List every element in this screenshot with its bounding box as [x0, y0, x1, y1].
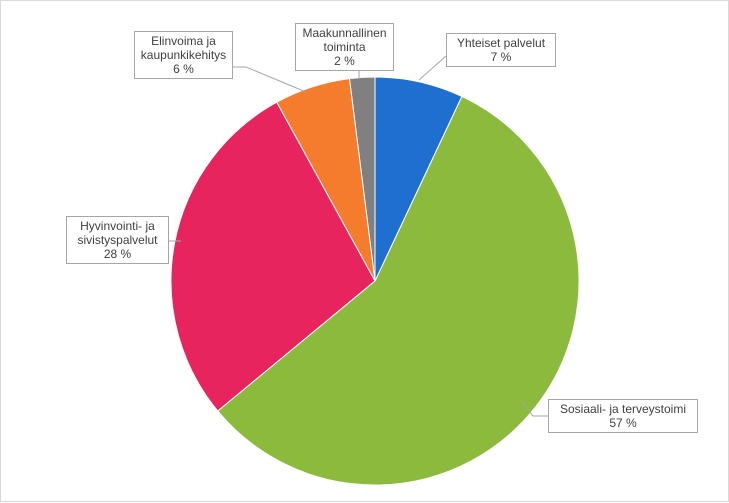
- data-label: Hyvinvointi- ja sivistyspalvelut 28 %: [66, 216, 169, 264]
- value-label: 2 %: [334, 54, 355, 68]
- value-label: 7 %: [490, 50, 512, 64]
- leader-line: [520, 400, 548, 417]
- category-label: Sosiaali- ja terveystoimi: [559, 402, 687, 416]
- data-label: Elinvoima ja kaupunkikehitys 6 %: [134, 31, 233, 79]
- data-label: Sosiaali- ja terveystoimi 57 %: [548, 399, 698, 433]
- data-label: Maakunnallinen toiminta 2 %: [295, 23, 394, 71]
- pie-slice: [374, 76, 463, 282]
- pie-slice: [170, 101, 376, 412]
- leader-line: [418, 55, 447, 81]
- pie-slice: [217, 95, 580, 486]
- category-label: Hyvinvointi- ja sivistyspalvelut: [77, 219, 158, 247]
- value-label: 28 %: [103, 247, 132, 261]
- data-label: Yhteiset palvelut 7 %: [446, 33, 556, 67]
- value-label: 6 %: [173, 62, 194, 76]
- leader-line: [233, 66, 307, 93]
- category-label: Maakunnallinen toiminta: [302, 26, 387, 54]
- category-label: Elinvoima ja kaupunkikehitys: [140, 34, 227, 62]
- value-label: 57 %: [609, 416, 637, 430]
- category-label: Yhteiset palvelut: [456, 36, 546, 50]
